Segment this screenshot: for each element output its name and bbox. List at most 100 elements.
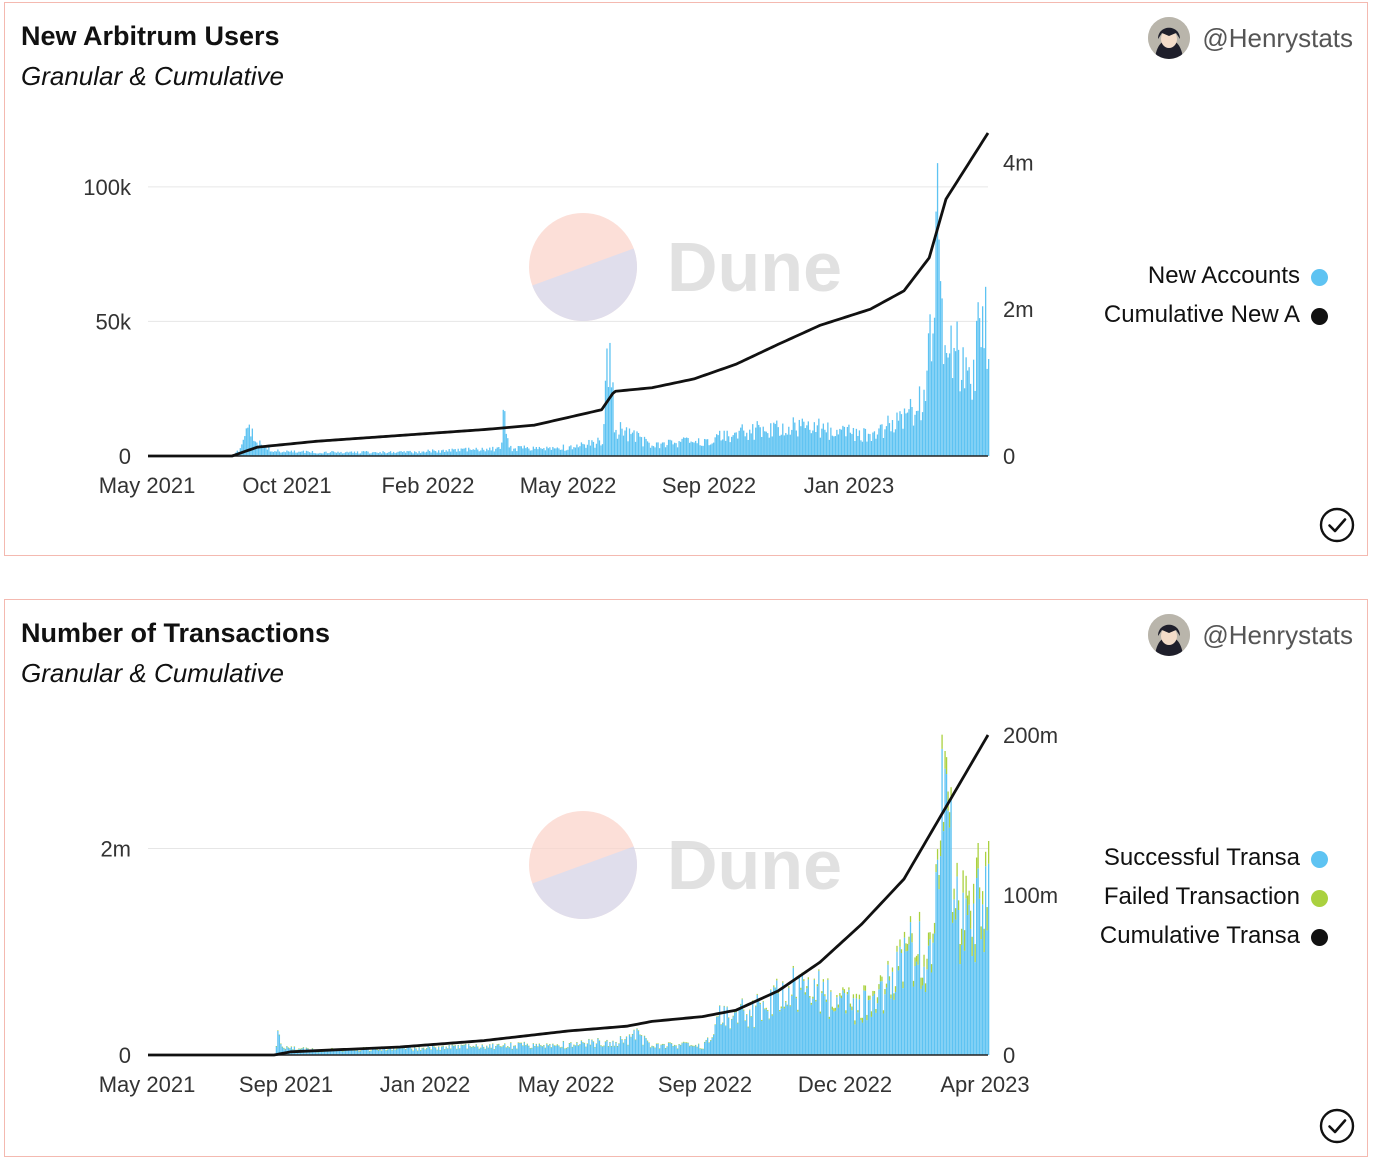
bar: [792, 417, 794, 456]
bar: [963, 388, 966, 456]
bar: [830, 991, 832, 1055]
legend-item[interactable]: Successful Transa: [1088, 844, 1328, 883]
bar: [806, 425, 808, 456]
bar: [691, 1045, 694, 1047]
bar: [732, 1015, 734, 1017]
bar: [406, 1046, 408, 1055]
bar: [972, 359, 975, 456]
bar: [869, 995, 871, 1000]
bar: [537, 1046, 539, 1047]
bar: [923, 389, 925, 456]
bar: [543, 448, 545, 456]
bar: [322, 453, 324, 456]
bar: [725, 440, 727, 456]
bar: [616, 438, 619, 456]
bar: [618, 434, 620, 456]
bar: [633, 1029, 635, 1031]
bar: [598, 1040, 601, 1055]
bar: [758, 424, 760, 456]
bar: [374, 1048, 377, 1055]
bar: [403, 1046, 405, 1055]
bar: [837, 434, 840, 456]
bar: [827, 422, 829, 456]
bar: [556, 447, 559, 456]
bar: [610, 1045, 613, 1047]
bar: [812, 430, 814, 456]
bar: [462, 1045, 464, 1055]
bar: [474, 1046, 476, 1048]
legend-item[interactable]: Cumulative New A: [1088, 301, 1328, 340]
x-tick-label: Jan 2023: [804, 473, 895, 498]
bar: [897, 420, 900, 456]
bar: [743, 1009, 745, 1011]
bar: [669, 439, 671, 456]
bar: [338, 1050, 341, 1055]
bar: [969, 383, 972, 456]
y-left-tick-label: 100k: [83, 175, 132, 200]
bar: [988, 359, 990, 456]
bar: [483, 1046, 485, 1048]
bar: [601, 1046, 604, 1055]
bar: [764, 431, 766, 456]
legend-item[interactable]: Cumulative Transa: [1088, 922, 1328, 961]
bar: [652, 446, 655, 456]
legend-item[interactable]: Failed Transaction: [1088, 883, 1328, 922]
bar: [358, 1051, 360, 1052]
bar: [705, 1039, 707, 1041]
bar: [891, 420, 894, 456]
bar: [884, 994, 886, 1055]
bar: [612, 1040, 614, 1042]
bar: [707, 1037, 709, 1039]
bar: [361, 451, 363, 456]
avatar[interactable]: [1148, 17, 1191, 59]
author-name[interactable]: @Henrystats: [1202, 22, 1353, 53]
bar: [804, 994, 806, 1055]
bar: [484, 451, 486, 456]
bar: [773, 986, 775, 1055]
bar: [768, 1018, 770, 1020]
bar: [673, 442, 676, 456]
bar: [813, 978, 815, 980]
bar: [932, 942, 934, 1055]
bar: [573, 1044, 575, 1055]
bar: [688, 1046, 691, 1055]
bar: [697, 1044, 700, 1055]
bar: [927, 945, 930, 1055]
bar: [499, 1046, 501, 1047]
bar: [478, 1048, 480, 1055]
author-name[interactable]: @Henrystats: [1202, 619, 1353, 650]
bar: [723, 430, 725, 456]
bar: [774, 987, 776, 989]
bar: [430, 1049, 432, 1055]
bar: [501, 442, 503, 456]
bar: [606, 1040, 608, 1055]
bar: [305, 1047, 308, 1049]
bar: [615, 429, 617, 456]
bar: [975, 877, 978, 1055]
bar: [920, 420, 922, 456]
bar: [400, 451, 402, 456]
bar: [271, 451, 273, 456]
bar: [800, 426, 802, 456]
legend-item[interactable]: New Accounts: [1088, 262, 1328, 301]
bar: [882, 1010, 885, 1014]
bar: [678, 1044, 680, 1045]
bar: [670, 1043, 673, 1044]
bar: [676, 1048, 679, 1055]
author[interactable]: @Henrystats: [1148, 17, 1353, 59]
bar: [310, 452, 312, 456]
bar: [517, 445, 519, 456]
bar: [809, 996, 811, 998]
bar: [424, 1049, 426, 1055]
author[interactable]: @Henrystats: [1148, 614, 1353, 656]
bar: [930, 361, 933, 456]
bar: [490, 1047, 492, 1049]
avatar[interactable]: [1148, 614, 1191, 656]
bar: [819, 1011, 821, 1014]
bar: [902, 428, 904, 456]
bar: [791, 429, 793, 456]
bar: [755, 1005, 757, 1007]
bar: [438, 1046, 440, 1055]
bar: [516, 1048, 518, 1055]
bar: [813, 422, 815, 456]
